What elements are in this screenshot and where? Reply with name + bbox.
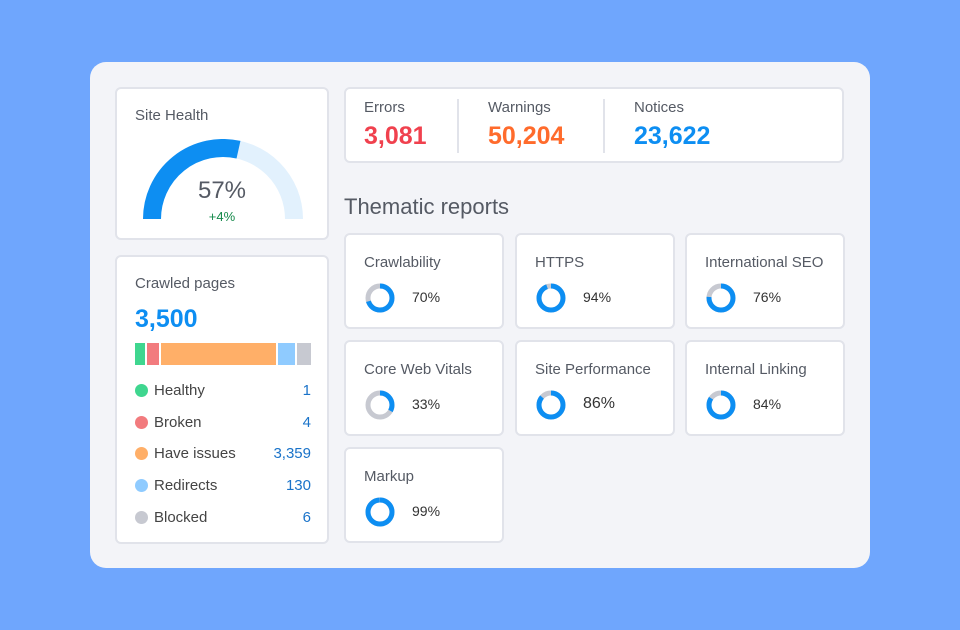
report-label: Markup <box>364 468 415 485</box>
site-performance-donut-icon <box>536 390 566 420</box>
bar-segment-broken <box>147 343 159 365</box>
site-health-card[interactable]: Site Health 57% +4% <box>115 87 329 240</box>
report-label: Crawlability <box>364 254 441 271</box>
report-card-core-web-vitals[interactable]: Core Web Vitals 33% <box>344 340 504 436</box>
notices-label: Notices <box>634 99 685 116</box>
legend-count[interactable]: 4 <box>302 414 311 431</box>
have-issues-dot-icon <box>135 447 148 460</box>
donut-fill <box>706 283 736 313</box>
bar-segment-healthy <box>135 343 145 365</box>
legend-row-redirects[interactable]: Redirects 130 <box>135 476 311 496</box>
legend-row-broken[interactable]: Broken 4 <box>135 413 311 433</box>
stat-divider <box>603 99 605 153</box>
report-label: Site Performance <box>535 361 651 378</box>
broken-dot-icon <box>135 416 148 429</box>
donut-fill <box>536 390 566 420</box>
internal-linking-donut-icon <box>706 390 736 420</box>
legend-count[interactable]: 130 <box>285 477 311 494</box>
notices-stat[interactable]: Notices 23,622 <box>634 99 710 151</box>
crawled-pages-bar <box>135 343 311 365</box>
report-value: 84% <box>753 396 782 412</box>
blocked-dot-icon <box>135 511 148 524</box>
crawlability-donut-icon <box>365 283 395 313</box>
legend-count[interactable]: 6 <box>302 509 311 526</box>
site-health-value: 57% <box>197 177 247 204</box>
legend-row-healthy[interactable]: Healthy 1 <box>135 381 311 401</box>
donut-fill <box>536 283 566 313</box>
errors-value: 3,081 <box>364 122 427 150</box>
report-card-internal-linking[interactable]: Internal Linking 84% <box>685 340 845 436</box>
issues-summary-card: Errors 3,081 Warnings 50,204 Notices 23,… <box>344 87 844 163</box>
crawled-pages-total: 3,500 <box>135 305 198 333</box>
legend-count[interactable]: 1 <box>302 382 311 399</box>
legend-label: Redirects <box>154 477 218 494</box>
markup-donut-icon <box>365 497 395 527</box>
donut-fill <box>365 497 395 527</box>
errors-label: Errors <box>364 99 405 116</box>
site-health-delta: +4% <box>208 209 236 224</box>
report-value: 70% <box>412 289 441 305</box>
gauge-fill <box>143 139 241 219</box>
legend-label: Healthy <box>154 382 205 399</box>
site-health-gauge <box>143 139 303 219</box>
errors-stat[interactable]: Errors 3,081 <box>364 99 427 151</box>
legend-label: Have issues <box>154 445 236 462</box>
report-value: 99% <box>412 503 441 519</box>
report-label: Core Web Vitals <box>364 361 472 378</box>
site-health-title: Site Health <box>135 107 209 124</box>
warnings-label: Warnings <box>488 99 551 116</box>
warnings-value: 50,204 <box>488 122 565 150</box>
report-label: International SEO <box>705 254 824 271</box>
thematic-reports-title: Thematic reports <box>344 194 510 219</box>
report-card-https[interactable]: HTTPS 94% <box>515 233 675 329</box>
core-web-vitals-donut-icon <box>365 390 395 420</box>
notices-value: 23,622 <box>634 122 711 150</box>
legend-label: Broken <box>154 414 202 431</box>
stat-divider <box>457 99 459 153</box>
legend-row-blocked[interactable]: Blocked 6 <box>135 508 311 528</box>
healthy-dot-icon <box>135 384 148 397</box>
report-value: 94% <box>583 289 612 305</box>
bar-segment-have-issues <box>161 343 276 365</box>
warnings-stat[interactable]: Warnings 50,204 <box>488 99 564 151</box>
crawled-pages-card[interactable]: Crawled pages 3,500 Healthy 1 Broken 4 H… <box>115 255 329 544</box>
report-card-site-performance[interactable]: Site Performance 86% <box>515 340 675 436</box>
report-label: HTTPS <box>535 254 585 271</box>
legend-row-have-issues[interactable]: Have issues 3,359 <box>135 444 311 464</box>
dashboard-panel: Site Health 57% +4% Crawled pages 3,500 … <box>90 62 870 568</box>
https-donut-icon <box>536 283 566 313</box>
crawled-pages-title: Crawled pages <box>135 275 236 292</box>
report-value: 33% <box>412 396 441 412</box>
report-value: 86% <box>583 395 616 412</box>
donut-fill <box>365 390 395 420</box>
legend-count[interactable]: 3,359 <box>273 445 311 462</box>
report-card-markup[interactable]: Markup 99% <box>344 447 504 543</box>
international-seo-donut-icon <box>706 283 736 313</box>
legend-label: Blocked <box>154 509 208 526</box>
donut-fill <box>365 283 395 313</box>
bar-segment-redirects <box>278 343 295 365</box>
report-card-crawlability[interactable]: Crawlability 70% <box>344 233 504 329</box>
report-card-international-seo[interactable]: International SEO 76% <box>685 233 845 329</box>
donut-fill <box>706 390 736 420</box>
report-label: Internal Linking <box>705 361 807 378</box>
redirects-dot-icon <box>135 479 148 492</box>
report-value: 76% <box>753 289 782 305</box>
bar-segment-blocked <box>297 343 311 365</box>
